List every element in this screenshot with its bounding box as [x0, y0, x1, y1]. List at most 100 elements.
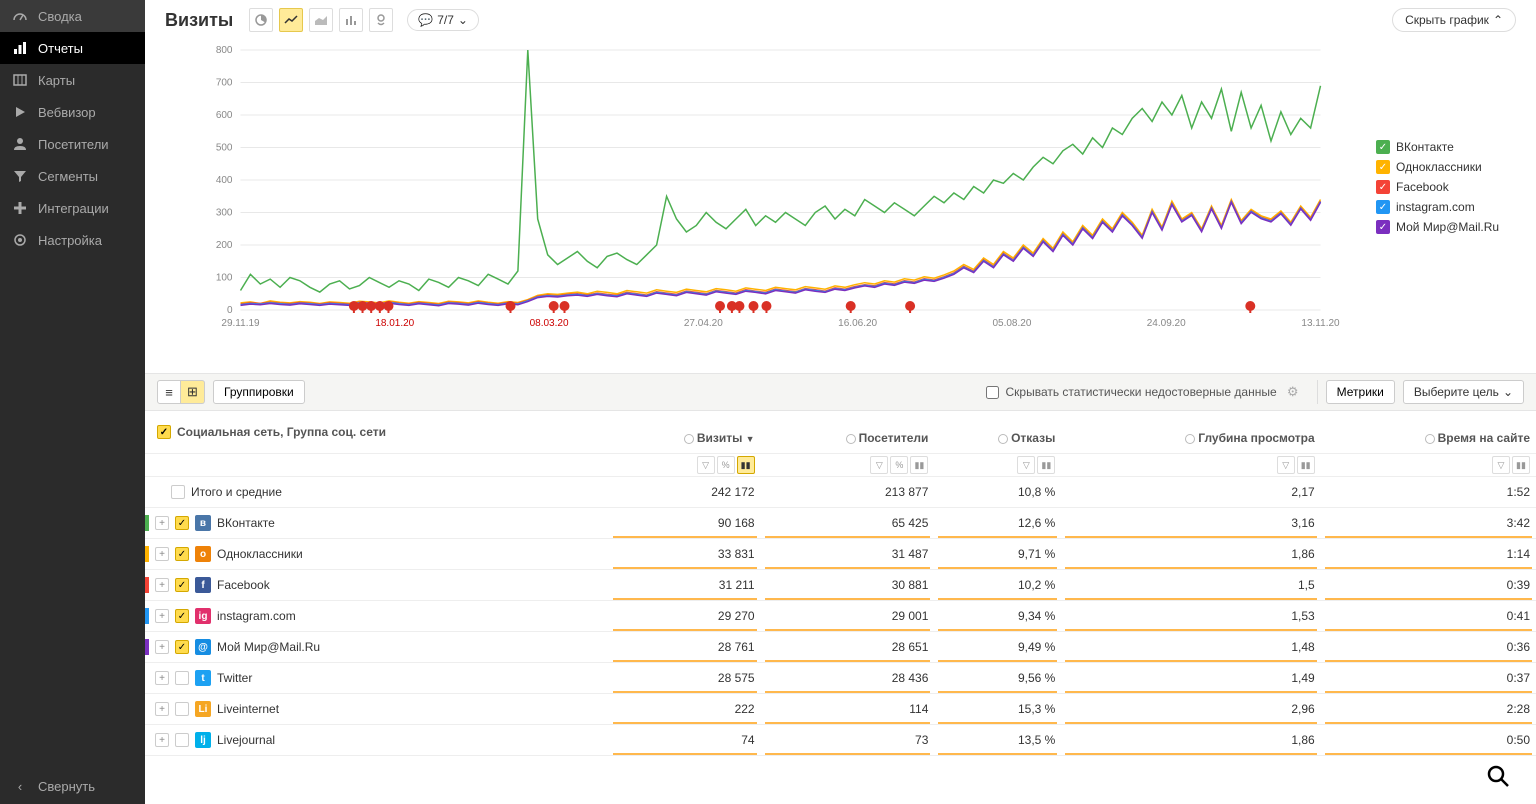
row-checkbox[interactable]: ✓	[175, 516, 189, 530]
filter-icon[interactable]: ▽	[697, 456, 715, 474]
bars-icon[interactable]: ▮▮	[1297, 456, 1315, 474]
legend-item[interactable]: ✓Мой Мир@Mail.Ru	[1376, 220, 1516, 234]
expand-button[interactable]: +	[155, 516, 169, 530]
sidebar-item-bars[interactable]: Отчеты	[0, 32, 145, 64]
svg-text:100: 100	[216, 273, 233, 284]
sidebar-item-label: Вебвизор	[38, 105, 96, 120]
sidebar-item-funnel[interactable]: Сегменты	[0, 160, 145, 192]
sidebar-item-label: Интеграции	[38, 201, 109, 216]
dimension-check-all[interactable]: ✓	[157, 425, 171, 439]
col-visitors[interactable]: Посетители	[761, 411, 935, 454]
metric-cell: 9,71 %	[934, 539, 1061, 570]
sidebar-collapse[interactable]: ‹ Свернуть	[0, 768, 145, 804]
sidebar-item-user[interactable]: Посетители	[0, 128, 145, 160]
hide-unreliable-checkbox[interactable]: Скрывать статистически недостоверные дан…	[986, 385, 1276, 399]
view-line-button[interactable]	[279, 8, 303, 32]
row-checkbox[interactable]: ✓	[175, 547, 189, 561]
row-checkbox[interactable]	[175, 671, 189, 685]
filter-icon[interactable]: ▽	[1277, 456, 1295, 474]
metric-cell: 65 425	[761, 508, 935, 539]
data-table: ✓ Социальная сеть, Группа соц. сети Визи…	[145, 411, 1536, 756]
view-map-button[interactable]	[369, 8, 393, 32]
row-checkbox[interactable]	[171, 485, 185, 499]
metric-cell: 3:42	[1321, 508, 1536, 539]
row-checkbox[interactable]	[175, 733, 189, 747]
metric-cell: 28 761	[609, 632, 761, 663]
filter-icon[interactable]: ▽	[1017, 456, 1035, 474]
percent-icon[interactable]: %	[890, 456, 908, 474]
legend-item[interactable]: ✓Одноклассники	[1376, 160, 1516, 174]
legend-item[interactable]: ✓instagram.com	[1376, 200, 1516, 214]
expand-button[interactable]: +	[155, 671, 169, 685]
legend-item[interactable]: ✓ВКонтакте	[1376, 140, 1516, 154]
expand-button[interactable]: +	[155, 547, 169, 561]
view-area-button[interactable]	[309, 8, 333, 32]
social-icon: ig	[195, 608, 211, 624]
col-depth[interactable]: Глубина просмотра	[1061, 411, 1320, 454]
gear-icon[interactable]: ⚙	[1285, 384, 1301, 400]
metric-cell: 1,5	[1061, 570, 1320, 601]
row-name: Twitter	[217, 671, 252, 685]
svg-text:700: 700	[216, 78, 233, 89]
metric-cell: 1,48	[1061, 632, 1320, 663]
hide-unreliable-input[interactable]	[986, 386, 999, 399]
col-visits[interactable]: Визиты ▼	[609, 411, 761, 454]
view-bar-button[interactable]	[339, 8, 363, 32]
search-fab[interactable]	[1480, 758, 1516, 794]
sidebar-item-label: Карты	[38, 73, 75, 88]
percent-icon[interactable]: %	[717, 456, 735, 474]
metric-cell: 30 881	[761, 570, 935, 601]
col-bounce[interactable]: Отказы	[934, 411, 1061, 454]
legend-item[interactable]: ✓Facebook	[1376, 180, 1516, 194]
filter-icon[interactable]: ▽	[1492, 456, 1510, 474]
table-header-row: ✓ Социальная сеть, Группа соц. сети Визи…	[145, 411, 1536, 454]
dimension-header-label: Социальная сеть, Группа соц. сети	[177, 425, 386, 439]
social-icon: lj	[195, 732, 211, 748]
metric-cell: 12,6 %	[934, 508, 1061, 539]
bars-icon[interactable]: ▮▮	[737, 456, 755, 474]
svg-text:24.09.20: 24.09.20	[1147, 318, 1186, 329]
expand-button[interactable]: +	[155, 640, 169, 654]
legend-swatch: ✓	[1376, 180, 1390, 194]
metric-cell: 1:52	[1321, 477, 1536, 508]
view-tree-button[interactable]: ⊞	[181, 380, 205, 404]
col-time[interactable]: Время на сайте	[1321, 411, 1536, 454]
row-checkbox[interactable]: ✓	[175, 578, 189, 592]
expand-button[interactable]: +	[155, 733, 169, 747]
sidebar-item-puzzle[interactable]: Интеграции	[0, 192, 145, 224]
row-checkbox[interactable]: ✓	[175, 640, 189, 654]
line-chart[interactable]: 010020030040050060070080029.11.1918.01.2…	[165, 40, 1356, 353]
table-row: + ✓ о Одноклассники 33 83131 4879,71 %1,…	[145, 539, 1536, 570]
sidebar-item-play[interactable]: Вебвизор	[0, 96, 145, 128]
goal-selector[interactable]: Выберите цель ⌄	[1403, 380, 1524, 404]
row-checkbox[interactable]	[175, 702, 189, 716]
view-pie-button[interactable]	[249, 8, 273, 32]
hide-chart-button[interactable]: Скрыть график ⌃	[1392, 8, 1516, 32]
bars-icon	[12, 40, 28, 56]
chart-legend: ✓ВКонтакте ✓Одноклассники ✓Facebook ✓instag…	[1356, 40, 1516, 353]
bars-icon[interactable]: ▮▮	[910, 456, 928, 474]
interval-selector[interactable]: 💬 7/7 ⌄	[407, 9, 479, 31]
expand-button[interactable]: +	[155, 578, 169, 592]
filter-icon[interactable]: ▽	[870, 456, 888, 474]
expand-button[interactable]: +	[155, 702, 169, 716]
bars-icon[interactable]: ▮▮	[1037, 456, 1055, 474]
svg-text:13.11.20: 13.11.20	[1301, 318, 1340, 329]
sidebar-item-gear[interactable]: Настройка	[0, 224, 145, 256]
metric-cell: 2,17	[1061, 477, 1320, 508]
metric-cell: 242 172	[609, 477, 761, 508]
expand-button[interactable]: +	[155, 609, 169, 623]
metric-cell: 0:50	[1321, 725, 1536, 756]
metrics-button[interactable]: Метрики	[1326, 380, 1395, 404]
sidebar: СводкаОтчеты Карты Вебвизор ПосетителиСегме…	[0, 0, 145, 804]
bars-icon[interactable]: ▮▮	[1512, 456, 1530, 474]
sidebar-item-map[interactable]: Карты	[0, 64, 145, 96]
table-row: + t Twitter 28 57528 4369,56 %1,490:37	[145, 663, 1536, 694]
gauge-icon	[12, 8, 28, 24]
row-checkbox[interactable]: ✓	[175, 609, 189, 623]
legend-swatch: ✓	[1376, 220, 1390, 234]
metric-cell: 28 575	[609, 663, 761, 694]
view-list-button[interactable]: ≡	[157, 380, 181, 404]
groupings-button[interactable]: Группировки	[213, 380, 305, 404]
sidebar-item-gauge[interactable]: Сводка	[0, 0, 145, 32]
